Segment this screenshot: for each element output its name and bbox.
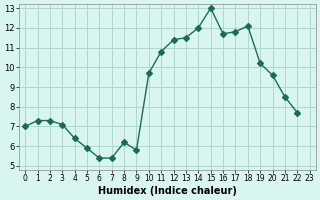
X-axis label: Humidex (Indice chaleur): Humidex (Indice chaleur) <box>98 186 237 196</box>
